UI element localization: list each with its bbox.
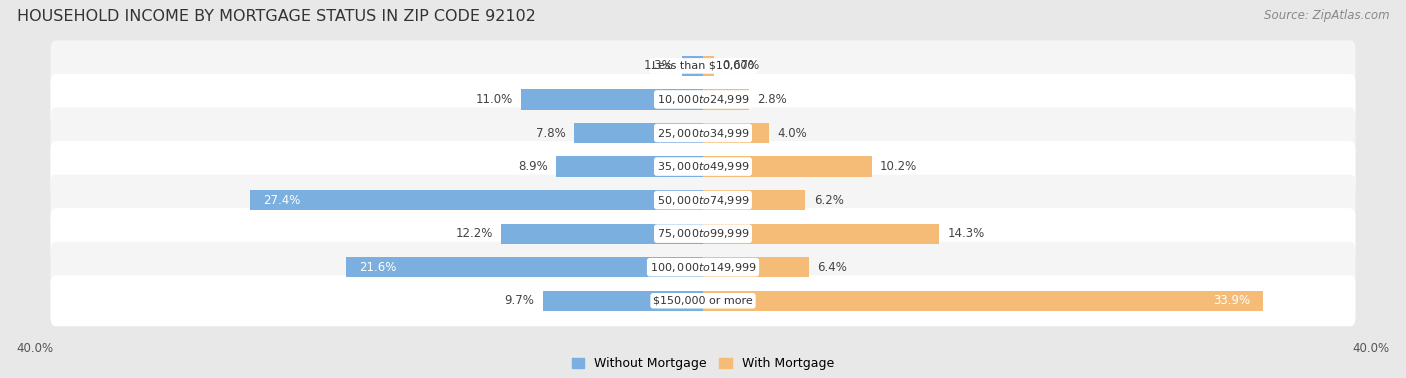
Bar [703, 257, 808, 277]
Bar [250, 190, 703, 210]
Text: 1.3%: 1.3% [644, 59, 673, 73]
Text: 40.0%: 40.0% [1353, 342, 1389, 355]
Text: 9.7%: 9.7% [505, 294, 534, 307]
FancyBboxPatch shape [51, 242, 1355, 293]
Text: $35,000 to $49,999: $35,000 to $49,999 [657, 160, 749, 173]
Text: $150,000 or more: $150,000 or more [654, 296, 752, 306]
Bar [703, 223, 939, 244]
Text: HOUSEHOLD INCOME BY MORTGAGE STATUS IN ZIP CODE 92102: HOUSEHOLD INCOME BY MORTGAGE STATUS IN Z… [17, 9, 536, 25]
FancyBboxPatch shape [51, 74, 1355, 125]
Text: 11.0%: 11.0% [475, 93, 513, 106]
Bar [543, 291, 703, 311]
FancyBboxPatch shape [51, 40, 1355, 91]
Bar [703, 123, 769, 143]
Text: 27.4%: 27.4% [263, 194, 301, 207]
Text: 6.4%: 6.4% [817, 261, 846, 274]
Text: $10,000 to $24,999: $10,000 to $24,999 [657, 93, 749, 106]
Text: 0.67%: 0.67% [723, 59, 759, 73]
FancyBboxPatch shape [51, 175, 1355, 226]
FancyBboxPatch shape [51, 208, 1355, 259]
Text: 21.6%: 21.6% [360, 261, 396, 274]
Bar [703, 90, 749, 110]
Legend: Without Mortgage, With Mortgage: Without Mortgage, With Mortgage [572, 357, 834, 370]
Bar [502, 223, 703, 244]
Text: $100,000 to $149,999: $100,000 to $149,999 [650, 261, 756, 274]
Text: 12.2%: 12.2% [456, 227, 494, 240]
Bar [703, 56, 714, 76]
Bar [682, 56, 703, 76]
Text: 14.3%: 14.3% [948, 227, 984, 240]
Bar [555, 156, 703, 177]
Bar [346, 257, 703, 277]
Text: $75,000 to $99,999: $75,000 to $99,999 [657, 227, 749, 240]
FancyBboxPatch shape [51, 275, 1355, 326]
Text: Less than $10,000: Less than $10,000 [652, 61, 754, 71]
Text: Source: ZipAtlas.com: Source: ZipAtlas.com [1264, 9, 1389, 22]
FancyBboxPatch shape [51, 141, 1355, 192]
Text: $25,000 to $34,999: $25,000 to $34,999 [657, 127, 749, 139]
FancyBboxPatch shape [51, 107, 1355, 158]
Text: 4.0%: 4.0% [778, 127, 807, 139]
Bar [703, 156, 872, 177]
Text: 7.8%: 7.8% [536, 127, 565, 139]
Bar [703, 190, 806, 210]
Text: 8.9%: 8.9% [517, 160, 548, 173]
Bar [522, 90, 703, 110]
Text: 2.8%: 2.8% [758, 93, 787, 106]
Text: 10.2%: 10.2% [880, 160, 917, 173]
Text: 6.2%: 6.2% [814, 194, 844, 207]
Bar [574, 123, 703, 143]
Bar [703, 291, 1263, 311]
Text: 33.9%: 33.9% [1213, 294, 1250, 307]
Text: $50,000 to $74,999: $50,000 to $74,999 [657, 194, 749, 207]
Text: 40.0%: 40.0% [17, 342, 53, 355]
